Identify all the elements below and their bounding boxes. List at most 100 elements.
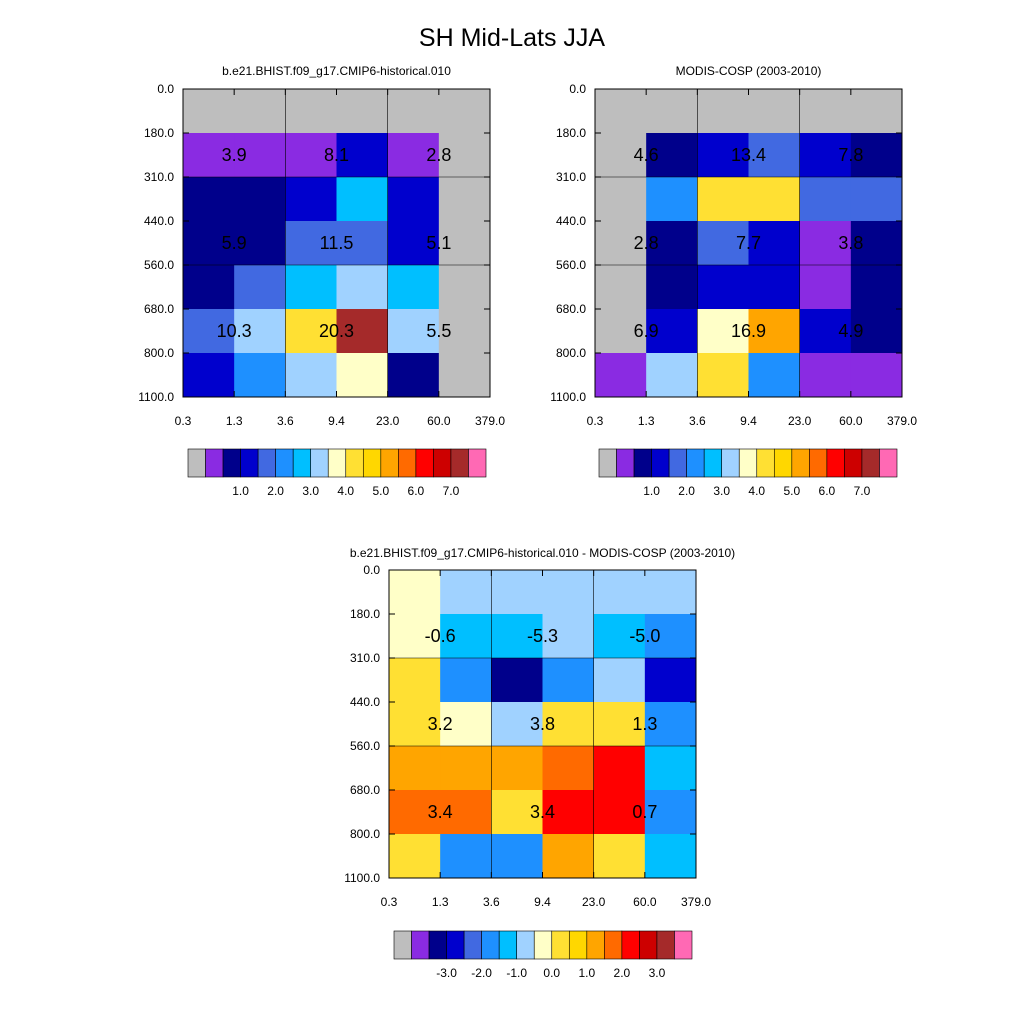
heatmap-cell: [595, 309, 647, 354]
x-tick-label: 23.0: [376, 414, 400, 428]
heatmap-cell: [644, 702, 697, 747]
colorbar-swatch: [668, 448, 687, 478]
colorbar-swatch: [621, 930, 640, 960]
y-tick-label: 180.0: [350, 607, 380, 621]
heatmap-cell: [595, 133, 647, 178]
heatmap-cell: [748, 221, 801, 266]
colorbar-label: 2.0: [678, 484, 695, 498]
x-tick-label: 3.6: [483, 895, 500, 909]
heatmap-cell: [799, 89, 852, 134]
colorbar-swatch: [674, 930, 693, 960]
colorbar-label: 6.0: [408, 484, 425, 498]
heatmap-cell: [183, 89, 235, 134]
heatmap-cell: [389, 790, 441, 835]
colorbar-swatch: [686, 448, 705, 478]
x-tick-label: 23.0: [582, 895, 606, 909]
y-tick-label: 0.0: [569, 82, 586, 96]
heatmap-cell: [389, 570, 441, 615]
heatmap-cell: [646, 133, 698, 178]
colorbar-swatch: [275, 448, 294, 478]
x-tick-label: 23.0: [788, 414, 812, 428]
heatmap-cell: [438, 309, 491, 354]
heatmap-cell: [646, 265, 698, 310]
colorbar-swatch: [639, 930, 658, 960]
colorbar-swatch: [586, 930, 605, 960]
colorbar-swatch: [656, 930, 675, 960]
colorbar-swatch: [205, 448, 224, 478]
heatmap-cell: [183, 309, 235, 354]
group-value-label: 7.7: [736, 233, 761, 253]
y-tick-label: 560.0: [556, 258, 586, 272]
colorbar-swatch: [380, 448, 399, 478]
y-tick-label: 310.0: [556, 170, 586, 184]
heatmap-cell: [285, 177, 337, 222]
x-tick-label: 3.6: [277, 414, 294, 428]
heatmap-cell: [595, 221, 647, 266]
group-value-label: 3.4: [530, 802, 555, 822]
colorbar-swatch: [468, 448, 487, 478]
heatmap-cell: [336, 221, 389, 266]
heatmap-cell: [593, 614, 646, 659]
heatmap-cell: [440, 834, 492, 879]
y-tick-label: 680.0: [556, 302, 586, 316]
heatmap-cell: [799, 177, 852, 222]
heatmap-cell: [542, 658, 595, 703]
heatmap-cell: [387, 309, 440, 354]
heatmap-cell: [850, 309, 903, 354]
heatmap-cell: [646, 309, 698, 354]
colorbar-label: -1.0: [506, 966, 527, 980]
colorbar-label: 3.0: [713, 484, 730, 498]
heatmap-cell: [593, 570, 646, 615]
colorbar-swatch: [651, 448, 670, 478]
heatmap-cell: [593, 834, 646, 879]
heatmap-cell: [285, 309, 337, 354]
x-tick-label: 1.3: [226, 414, 243, 428]
heatmap-cell: [438, 177, 491, 222]
group-value-label: 5.9: [222, 233, 247, 253]
group-value-label: 2.8: [634, 233, 659, 253]
heatmap-cell: [593, 702, 646, 747]
colorbar-swatch: [411, 930, 430, 960]
y-tick-label: 180.0: [556, 126, 586, 140]
colorbar-swatch: [568, 930, 588, 960]
heatmap-cell: [234, 353, 286, 398]
heatmap-cell: [234, 133, 286, 178]
heatmap-cell: [646, 353, 698, 398]
y-tick-label: 1100.0: [138, 390, 174, 404]
group-value-label: -0.6: [425, 626, 456, 646]
y-tick-label: 440.0: [350, 695, 380, 709]
y-tick-label: 180.0: [144, 126, 174, 140]
heatmap-cell: [336, 309, 389, 354]
colorbar-swatch: [703, 448, 723, 478]
figure-title: SH Mid-Lats JJA: [419, 24, 605, 52]
heatmap-cell: [748, 133, 801, 178]
group-value-label: 5.5: [426, 321, 451, 341]
y-tick-label: 800.0: [556, 346, 586, 360]
heatmap-cell: [644, 658, 697, 703]
heatmap-cell: [234, 89, 286, 134]
colorbar-swatch: [415, 448, 434, 478]
group-value-label: 3.8: [838, 233, 863, 253]
colorbar-label: -3.0: [436, 966, 457, 980]
group-value-label: 5.1: [426, 233, 451, 253]
heatmap-cell: [336, 89, 389, 134]
heatmap-cell: [644, 746, 697, 791]
colorbar-label: 4.0: [748, 484, 765, 498]
colorbar-swatch: [393, 930, 412, 960]
heatmap-cell: [440, 790, 492, 835]
colorbar-swatch: [498, 930, 518, 960]
colorbar-label: -2.0: [471, 966, 492, 980]
heatmap-cell: [748, 177, 801, 222]
heatmap-cell: [593, 658, 646, 703]
y-tick-label: 680.0: [350, 783, 380, 797]
x-tick-label: 1.3: [432, 895, 449, 909]
heatmap-cell: [644, 790, 697, 835]
y-tick-label: 310.0: [144, 170, 174, 184]
heatmap-cell: [697, 265, 749, 310]
x-tick-label: 3.6: [689, 414, 706, 428]
colorbar-swatch: [633, 448, 652, 478]
colorbar-label: 1.0: [232, 484, 249, 498]
colorbar-swatch: [481, 930, 500, 960]
heatmap-cell: [389, 702, 441, 747]
